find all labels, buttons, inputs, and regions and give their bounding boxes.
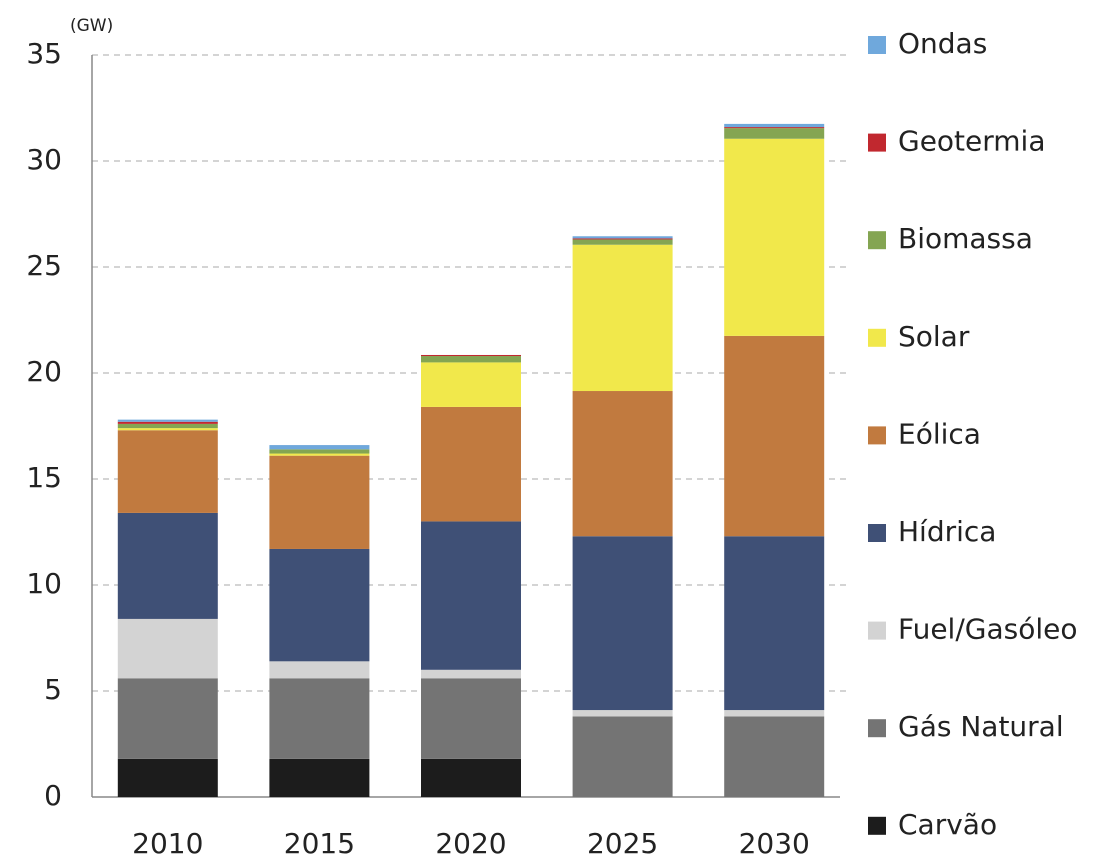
bar-segment [269, 548, 370, 662]
bar-segment [269, 661, 370, 679]
legend-swatch [868, 231, 886, 250]
legend-label: Gás Natural [898, 710, 1064, 743]
y-tick-label: 30 [26, 143, 62, 176]
bar-segment [572, 244, 673, 392]
y-tick-label: 0 [44, 779, 62, 812]
bar-segment [421, 406, 521, 522]
bar-segment [117, 678, 218, 759]
legend-label: Biomassa [898, 222, 1033, 255]
bar-segment [117, 423, 218, 429]
y-tick-label: 25 [26, 249, 62, 282]
x-tick-label: 2030 [739, 827, 810, 860]
legend-label: Hídrica [898, 515, 996, 548]
bar-segment [421, 521, 521, 670]
x-tick-label: 2010 [132, 827, 203, 860]
legend-swatch [868, 719, 886, 738]
bar-segment [269, 758, 370, 797]
legend-label: Ondas [898, 27, 987, 60]
bar-segment [117, 512, 218, 619]
bar-segment [269, 678, 370, 759]
legend-label: Solar [898, 320, 970, 353]
bar-segment [269, 445, 370, 450]
legend-label: Carvão [898, 808, 997, 841]
legend-swatch [868, 133, 886, 152]
legend-swatch [868, 816, 886, 835]
bar-segment [117, 419, 218, 422]
bar-segment [421, 362, 521, 407]
bar-segment [421, 758, 521, 797]
bar-segment [117, 618, 218, 679]
x-tick-label: 2020 [435, 827, 506, 860]
bar-segment [572, 239, 673, 245]
bar-segment [724, 716, 825, 797]
bar-segment [117, 421, 218, 424]
legend-swatch [868, 621, 886, 640]
x-tick-label: 2025 [587, 827, 658, 860]
y-tick-label: 35 [26, 37, 62, 70]
y-unit-label: (GW) [70, 16, 113, 36]
bar-segment [724, 128, 825, 139]
bar-segment [117, 428, 218, 431]
y-tick-label: 15 [26, 461, 62, 494]
bar-segment [421, 354, 521, 357]
legend-swatch [868, 36, 886, 54]
bar-segment [269, 453, 370, 456]
y-tick-label: 10 [26, 567, 62, 600]
bar-segment [572, 391, 673, 537]
bar-segment [572, 536, 673, 711]
y-tick-label: 5 [44, 673, 62, 706]
bar-segment [572, 716, 673, 797]
x-tick-label: 2015 [284, 827, 355, 860]
bar-segment [421, 678, 521, 759]
legend-swatch [868, 328, 886, 347]
y-tick-label: 20 [26, 355, 62, 388]
bar-segment [117, 430, 218, 513]
legend-label: Eólica [898, 417, 981, 450]
bar-segment [572, 238, 673, 240]
bar-segment [572, 236, 673, 239]
legend-swatch [868, 426, 886, 445]
bar-segment [724, 127, 825, 129]
legend-swatch [868, 524, 886, 542]
bar-segment [724, 536, 825, 711]
legend-label: Geotermia [898, 125, 1046, 158]
bar-segment [724, 138, 825, 336]
bar-segment [421, 669, 521, 679]
legend-label: Fuel/Gasóleo [898, 613, 1077, 646]
bar-segment [724, 335, 825, 537]
bar-segment [117, 758, 218, 797]
bar-segment [724, 123, 825, 128]
bar-segment [269, 455, 370, 549]
bar-segment [269, 449, 370, 454]
bar-segment [572, 710, 673, 717]
bar-segment [421, 356, 521, 363]
bar-segment [724, 710, 825, 717]
